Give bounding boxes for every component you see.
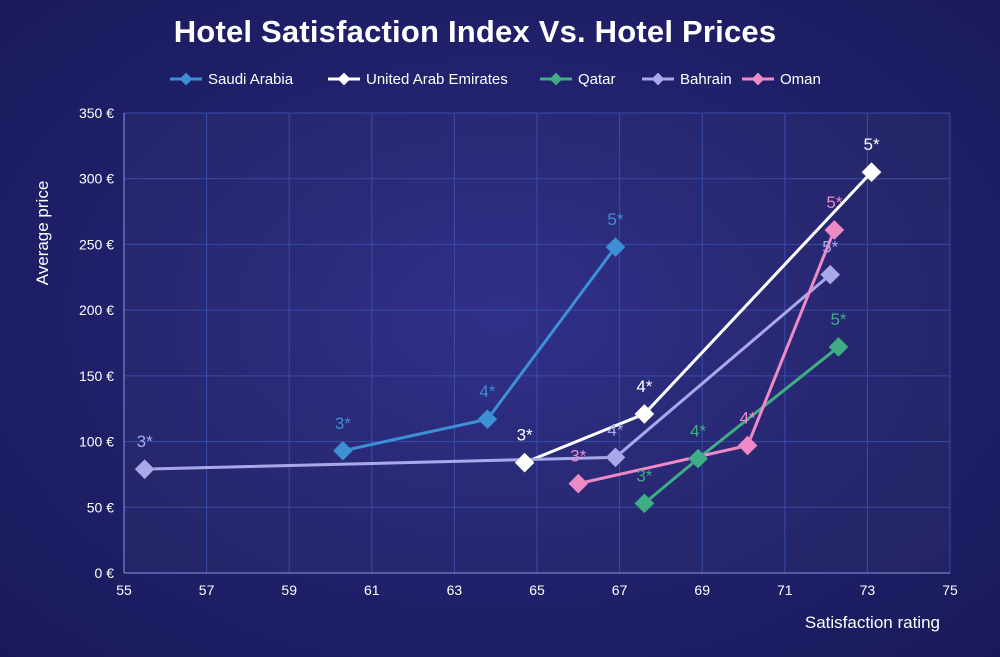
data-point-united-arab-emirates: [861, 161, 882, 183]
data-label-saudi-arabia: 3*: [335, 414, 351, 433]
data-label-bahrain: 5*: [822, 238, 838, 257]
x-tick-label: 67: [612, 582, 628, 598]
legend-marker-qatar: [549, 72, 563, 86]
data-label-united-arab-emirates: 4*: [636, 377, 652, 396]
x-tick-label: 65: [529, 582, 545, 598]
data-point-bahrain: [605, 447, 626, 468]
y-tick-label: 200 €: [79, 302, 114, 318]
x-tick-label: 69: [694, 582, 710, 598]
data-label-oman: 4*: [740, 409, 756, 428]
data-label-qatar: 4*: [690, 422, 706, 441]
y-tick-label: 150 €: [79, 368, 114, 384]
legend-marker-bahrain: [651, 72, 665, 86]
y-tick-label: 0 €: [95, 565, 115, 581]
data-label-bahrain: 3*: [137, 432, 153, 451]
data-point-oman: [824, 219, 845, 241]
y-axis-title: Average price: [33, 181, 52, 286]
data-label-united-arab-emirates: 5*: [863, 135, 879, 154]
data-point-saudi-arabia: [477, 408, 498, 430]
data-label-saudi-arabia: 5*: [607, 210, 623, 229]
x-tick-label: 55: [116, 582, 132, 598]
y-tick-label: 250 €: [79, 236, 114, 252]
data-point-saudi-arabia: [605, 236, 626, 258]
y-tick-label: 350 €: [79, 105, 114, 121]
data-point-oman: [737, 435, 758, 456]
legend-marker-saudi-arabia: [179, 72, 193, 86]
data-label-united-arab-emirates: 3*: [517, 426, 533, 445]
x-tick-label: 71: [777, 582, 793, 598]
data-label-saudi-arabia: 4*: [479, 382, 495, 401]
x-axis-title: Satisfaction rating: [805, 613, 940, 632]
data-point-bahrain: [134, 458, 155, 480]
data-label-oman: 3*: [570, 447, 586, 466]
legend-marker-oman: [751, 72, 765, 86]
x-tick-label: 57: [199, 582, 215, 598]
data-point-bahrain: [819, 264, 841, 285]
legend-label-oman: Oman: [780, 71, 821, 88]
data-label-qatar: 5*: [830, 310, 846, 329]
data-label-qatar: 3*: [636, 466, 652, 485]
y-tick-label: 300 €: [79, 171, 114, 187]
data-point-oman: [568, 473, 589, 494]
legend-marker-united-arab-emirates: [337, 72, 351, 86]
data-label-oman: 5*: [826, 193, 842, 212]
legend-label-united-arab-emirates: United Arab Emirates: [366, 71, 508, 88]
chart-title: Hotel Satisfaction Index Vs. Hotel Price…: [173, 14, 777, 49]
y-tick-label: 50 €: [87, 499, 114, 515]
data-point-united-arab-emirates: [634, 403, 655, 425]
x-tick-label: 75: [942, 582, 958, 598]
x-tick-label: 73: [860, 582, 876, 598]
data-label-bahrain: 4*: [607, 420, 623, 439]
legend-label-bahrain: Bahrain: [680, 71, 732, 88]
legend-label-saudi-arabia: Saudi Arabia: [208, 71, 294, 88]
data-point-qatar: [634, 493, 655, 514]
data-point-qatar: [687, 448, 709, 469]
data-point-qatar: [828, 336, 849, 358]
legend-label-qatar: Qatar: [578, 71, 616, 88]
x-tick-label: 63: [447, 582, 463, 598]
data-point-saudi-arabia: [332, 440, 354, 462]
data-point-united-arab-emirates: [514, 452, 535, 473]
x-tick-label: 59: [281, 582, 297, 598]
x-tick-label: 61: [364, 582, 380, 598]
y-tick-label: 100 €: [79, 434, 114, 450]
